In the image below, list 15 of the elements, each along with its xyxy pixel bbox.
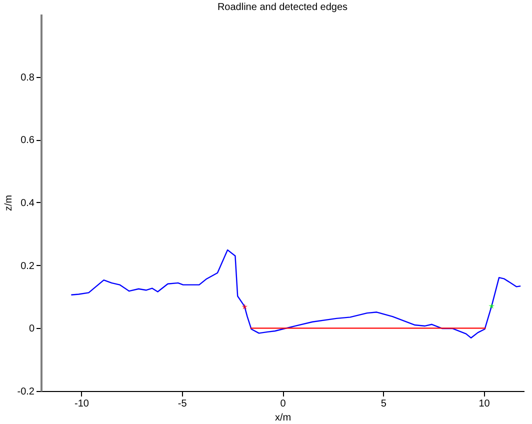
x-tick-label: -5 — [178, 398, 188, 410]
y-axis-title: z/m — [3, 194, 14, 212]
y-tick-label: 0.8 — [20, 72, 35, 84]
y-tick-label: 0.2 — [20, 260, 35, 272]
y-tick-label: 0 — [28, 324, 35, 335]
y-tick-label: 0.6 — [20, 135, 35, 146]
chart-title: Roadline and detected edges — [217, 2, 348, 13]
x-tick-label: 10 — [478, 398, 490, 410]
line-series — [70, 249, 522, 339]
y-tick-label: 0.4 — [20, 198, 35, 209]
x-axis-title: x/m — [274, 412, 292, 424]
x-tick-label: 0 — [280, 398, 286, 410]
x-tick-label: -10 — [74, 398, 90, 410]
x-tick-label: 5 — [380, 398, 387, 410]
y-tick-label: -0.2 — [17, 386, 35, 398]
